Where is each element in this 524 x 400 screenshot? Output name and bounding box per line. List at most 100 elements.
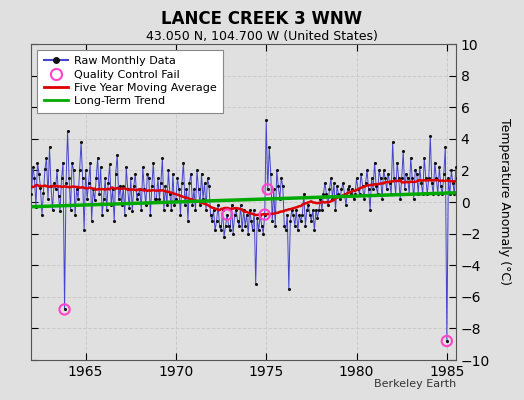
Point [200, 180, 209, 186]
Point [259, 230, 267, 237]
Point [416, 164, 424, 170]
Point [234, 218, 242, 224]
Point [158, 154, 167, 161]
Point [388, 139, 397, 145]
Point [292, 207, 301, 213]
Point [383, 186, 391, 192]
Point [298, 212, 307, 218]
Point [440, 170, 448, 177]
Point [91, 197, 99, 204]
Point [363, 167, 372, 174]
Point [393, 159, 401, 166]
Point [187, 170, 195, 177]
Point [345, 183, 353, 189]
Point [27, 191, 36, 197]
Point [238, 227, 246, 234]
Point [280, 222, 289, 229]
Point [257, 222, 266, 229]
Point [305, 212, 314, 218]
Point [398, 175, 406, 182]
Point [410, 196, 418, 202]
Point [151, 196, 159, 202]
Point [422, 175, 430, 182]
Point [436, 183, 445, 189]
Point [57, 175, 66, 182]
Point [286, 218, 294, 224]
Point [293, 227, 302, 234]
Point [229, 230, 237, 237]
Point [220, 234, 228, 240]
Point [54, 192, 63, 199]
Point [379, 167, 388, 174]
Point [264, 186, 272, 192]
Point [262, 117, 270, 123]
Point [98, 212, 106, 218]
Point [47, 183, 55, 189]
Point [277, 175, 286, 182]
Point [39, 189, 48, 196]
Point [125, 205, 134, 212]
Point [301, 222, 310, 229]
Point [122, 164, 130, 170]
Point [402, 170, 410, 177]
Point [29, 164, 37, 170]
Point [226, 227, 234, 234]
Point [252, 281, 260, 287]
Point [276, 196, 284, 202]
Point [181, 202, 189, 208]
Point [215, 222, 224, 229]
Point [65, 175, 73, 182]
Point [155, 196, 163, 202]
Point [269, 186, 278, 192]
Point [63, 128, 72, 134]
Point [265, 144, 274, 150]
Point [325, 186, 334, 192]
Point [191, 207, 200, 213]
Point [83, 196, 91, 202]
Point [157, 180, 165, 186]
Point [81, 167, 90, 174]
Point [133, 196, 141, 202]
Text: LANCE CREEK 3 WNW: LANCE CREEK 3 WNW [161, 10, 363, 28]
Point [271, 222, 279, 229]
Point [223, 212, 231, 218]
Point [75, 167, 84, 174]
Point [208, 218, 216, 224]
Point [340, 191, 348, 197]
Point [331, 207, 340, 213]
Point [143, 170, 151, 177]
Point [173, 175, 182, 182]
Point [72, 186, 81, 192]
Point [179, 159, 188, 166]
Point [196, 202, 204, 208]
Point [190, 186, 198, 192]
Point [245, 207, 254, 213]
Point [227, 202, 236, 208]
Point [124, 186, 132, 192]
Point [194, 186, 203, 192]
Point [48, 207, 57, 213]
Point [281, 227, 290, 234]
Point [243, 212, 251, 218]
Point [304, 202, 313, 208]
Point [217, 227, 225, 234]
Point [400, 186, 409, 192]
Point [93, 154, 102, 161]
Point [69, 167, 78, 174]
Point [408, 175, 417, 182]
Point [426, 132, 434, 139]
Point [428, 180, 436, 186]
Point [96, 164, 105, 170]
Point [395, 175, 403, 182]
Point [79, 175, 87, 182]
Point [256, 212, 265, 218]
Point [86, 159, 94, 166]
Point [434, 191, 442, 197]
Point [154, 175, 162, 182]
Point [346, 191, 355, 197]
Point [324, 202, 332, 208]
Point [84, 180, 93, 186]
Point [219, 207, 227, 213]
Point [115, 196, 123, 202]
Point [315, 207, 323, 213]
